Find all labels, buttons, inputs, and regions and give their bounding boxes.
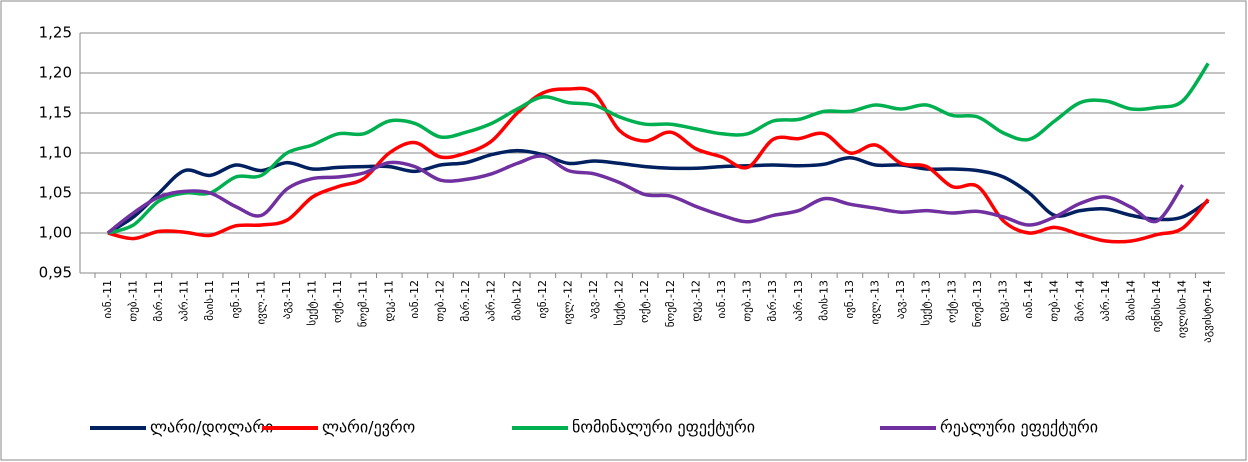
y-tick-label: 1,05 [39, 184, 72, 202]
x-tick-label: თებ.-12 [433, 280, 446, 322]
x-tick-label: ივნ.-11 [229, 280, 242, 319]
series-line [106, 154, 1185, 235]
x-tick-label: აგვ.-12 [587, 280, 600, 319]
x-tick-label: დეკ.-12 [689, 280, 702, 322]
y-tick-label: 1,10 [39, 144, 72, 162]
x-tick-label: ოქტ.-13 [945, 280, 958, 323]
x-tick-label: ივლ.-12 [561, 280, 574, 325]
x-tick-label: თებ.-14 [1048, 280, 1061, 322]
x-tick-label: დეკ.-11 [382, 280, 395, 322]
x-tick-label: იან.-13 [715, 280, 728, 319]
x-tick-label: სექტ.-13 [920, 280, 933, 326]
x-tick-label: ივლისი-14 [1176, 280, 1189, 338]
legend-label: ლარი/დოლარი [150, 418, 273, 437]
x-tick-label: აპრ.-14 [1099, 280, 1112, 321]
legend-label: ნომინალური ეფექტური [572, 418, 755, 437]
x-tick-label: ნოემ.-12 [664, 280, 677, 327]
x-tick-label: სექტ.-12 [613, 280, 626, 326]
x-tick-label: იან.-11 [101, 280, 114, 319]
x-tick-label: მაის-13 [817, 280, 830, 321]
x-tick-label: ივნისი-14 [1150, 280, 1163, 332]
x-tick-label: აგვ.-13 [894, 280, 907, 319]
x-tick-label: დეკ.-13 [996, 280, 1009, 322]
x-tick-label: აპრ.-11 [178, 280, 191, 321]
x-tick-label: მაის-14 [1124, 280, 1137, 321]
y-tick-label: 1,15 [39, 104, 72, 122]
x-tick-label: აგვისტო-14 [1201, 280, 1214, 343]
x-tick-label: თებ.-11 [126, 280, 139, 322]
x-tick-label: მარ.-11 [152, 280, 165, 322]
x-tick-label: ოქტ.-12 [638, 280, 651, 323]
legend-label: ლარი/ევრო [322, 418, 415, 437]
x-tick-label: მარ.-12 [459, 280, 472, 322]
x-tick-label: იან.-14 [1022, 280, 1035, 319]
x-tick-label: იან.-12 [408, 280, 421, 319]
x-tick-label: მარ.-14 [1073, 280, 1086, 322]
x-tick-label: თებ.-13 [741, 280, 754, 322]
legend-label: რეალური ეფექტური [940, 418, 1098, 437]
x-tick-label: მაის-12 [510, 280, 523, 321]
x-tick-label: ივლ.-13 [869, 280, 882, 325]
series-line [107, 62, 1210, 235]
x-tick-label: აპრ.-13 [792, 280, 805, 321]
series-line [106, 148, 1210, 235]
x-tick-label: მარ.-13 [766, 280, 779, 322]
x-tick-label: ნოემ.-13 [971, 280, 984, 327]
x-tick-label: აპრ.-12 [485, 280, 498, 321]
x-tick-label: ივნ.-13 [843, 280, 856, 319]
y-tick-label: 1,25 [39, 24, 72, 42]
x-tick-label: აგვ.-11 [280, 280, 293, 319]
x-tick-label: ოქტ.-11 [331, 280, 344, 323]
x-tick-label: ნოემ.-11 [357, 280, 370, 327]
y-tick-label: 1,00 [39, 224, 72, 242]
series-line [107, 86, 1210, 244]
y-tick-label: 1,20 [39, 64, 72, 82]
x-tick-label: სექტ.-11 [306, 280, 319, 326]
x-tick-label: მაის-11 [203, 280, 216, 321]
x-tick-label: ივლ.-11 [254, 280, 267, 325]
x-tick-label: ივნ.-12 [536, 280, 549, 319]
y-tick-label: 0,95 [39, 264, 72, 282]
